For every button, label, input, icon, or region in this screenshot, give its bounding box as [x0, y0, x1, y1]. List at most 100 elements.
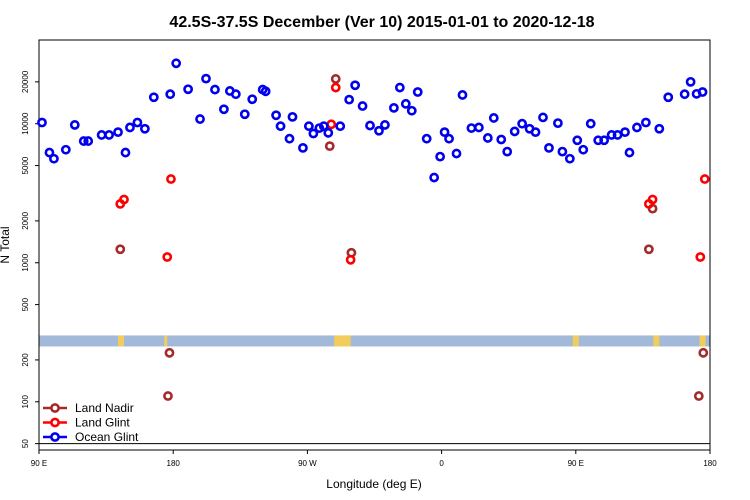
y-tick-label: 10000 [21, 112, 30, 135]
ocean-glint-point [195, 114, 205, 124]
ocean-glint-point [400, 98, 411, 109]
legend-item-ocean-glint: Ocean Glint [43, 430, 139, 444]
ocean-glint-point [125, 122, 135, 133]
land-glint-point [166, 174, 176, 184]
ocean-glint-point [139, 123, 150, 134]
ocean-glint-point [284, 133, 295, 144]
land-glint-point [119, 194, 129, 205]
series-land-nadir [115, 74, 709, 401]
land-nadir-point [698, 347, 709, 358]
ocean-glint-point [624, 147, 635, 158]
ocean-glint-point [271, 110, 281, 121]
x-tick-label: 90 W [298, 459, 317, 468]
ocean-glint-point [357, 101, 368, 111]
ocean-glint-point [517, 118, 528, 129]
ocean-glint-point [406, 105, 417, 116]
ocean-glint-point [502, 146, 513, 157]
ocean-glint-point [444, 133, 454, 144]
legend-label: Ocean Glint [75, 430, 139, 444]
ocean-glint-point [412, 87, 423, 97]
ocean-glint-point [335, 121, 346, 132]
ocean-glint-point [44, 147, 55, 158]
ocean-glint-point [49, 153, 59, 164]
land-nadir-point [643, 244, 654, 255]
ocean-glint-point [210, 84, 220, 95]
ocean-glint-point [298, 142, 308, 153]
ocean-glint-point [183, 84, 194, 95]
legend-label: Land Glint [75, 416, 130, 430]
ocean-glint-point [632, 122, 642, 133]
x-axis: 90 E 180 90 W 0 90 E 180 [31, 450, 717, 468]
x-tick-label: 180 [703, 459, 717, 468]
land-band-segment [334, 335, 351, 347]
ocean-glint-point [308, 128, 319, 139]
y-axis-label: N Total [0, 226, 12, 263]
x-tick-label: 90 E [31, 459, 47, 468]
legend-item-land-nadir: Land Nadir [43, 401, 134, 415]
land-nadir-point [163, 391, 173, 401]
y-tick-label: 50 [21, 439, 30, 448]
series-ocean-glint [37, 58, 708, 183]
y-tick-label: 5000 [21, 156, 30, 174]
ocean-glint-point [96, 130, 107, 140]
ocean-glint-point [318, 121, 329, 132]
ocean-glint-point [679, 89, 690, 100]
ocean-glint-point [201, 73, 211, 84]
land-band-segment [699, 335, 706, 347]
ocean-glint-point [60, 144, 71, 155]
land-band-segment [118, 335, 124, 347]
legend-label: Land Nadir [75, 401, 134, 415]
ocean-glint-point [148, 92, 159, 103]
land-nadir-point [164, 347, 175, 358]
ocean-glint-point [323, 127, 334, 138]
ocean-glint-point [488, 113, 499, 123]
ocean-glint-point [685, 76, 696, 87]
ocean-glint-point [275, 121, 286, 132]
ocean-glint-point [496, 134, 507, 145]
x-tick-label: 180 [167, 459, 181, 468]
y-tick-label: 200 [21, 353, 30, 367]
ocean-glint-point [640, 117, 651, 128]
ocean-glint-point [171, 58, 182, 69]
ocean-glint-point [620, 127, 630, 138]
ocean-glint-point [218, 104, 229, 115]
ocean-glint-point [697, 87, 708, 97]
y-tick-label: 20000 [21, 70, 30, 93]
land-glint-point [647, 194, 658, 205]
land-glint-point [330, 82, 341, 93]
legend-item-land-glint: Land Glint [43, 416, 130, 430]
ocean-glint-point [612, 130, 623, 140]
ocean-glint-point [83, 136, 94, 146]
surface-type-band [39, 335, 710, 347]
series-land-glint [115, 82, 710, 265]
legend-marker [50, 432, 60, 442]
data-points [37, 58, 710, 401]
ocean-glint-point [260, 86, 271, 97]
ocean-glint-point [457, 90, 468, 100]
ocean-glint-point [572, 135, 583, 146]
y-tick-label: 500 [21, 297, 30, 311]
land-nadir-point [330, 74, 341, 84]
ocean-glint-point [165, 89, 176, 100]
ocean-glint-point [344, 94, 355, 105]
ocean-glint-point [394, 82, 405, 93]
ocean-glint-point [538, 112, 548, 123]
chart-title: 42.5S-37.5S December (Ver 10) 2015-01-01… [169, 14, 594, 31]
land-band-segment [164, 335, 168, 347]
x-axis-label: Longitude (deg E) [326, 477, 421, 491]
ocean-glint-point [466, 123, 477, 133]
land-nadir-point [324, 141, 335, 152]
x-tick-label: 90 E [568, 459, 584, 468]
ocean-glint-point [78, 136, 89, 146]
ocean-glint-point [663, 92, 674, 103]
ocean-glint-point [365, 120, 375, 131]
y-tick-label: 2000 [21, 211, 30, 229]
legend-marker [50, 403, 60, 413]
legend-marker [50, 417, 60, 428]
land-band-segment [653, 335, 660, 347]
land-nadir-point [693, 391, 704, 401]
ocean-glint-point [557, 146, 568, 157]
ocean-glint-point [113, 127, 123, 138]
ocean-glint-point [482, 133, 493, 143]
